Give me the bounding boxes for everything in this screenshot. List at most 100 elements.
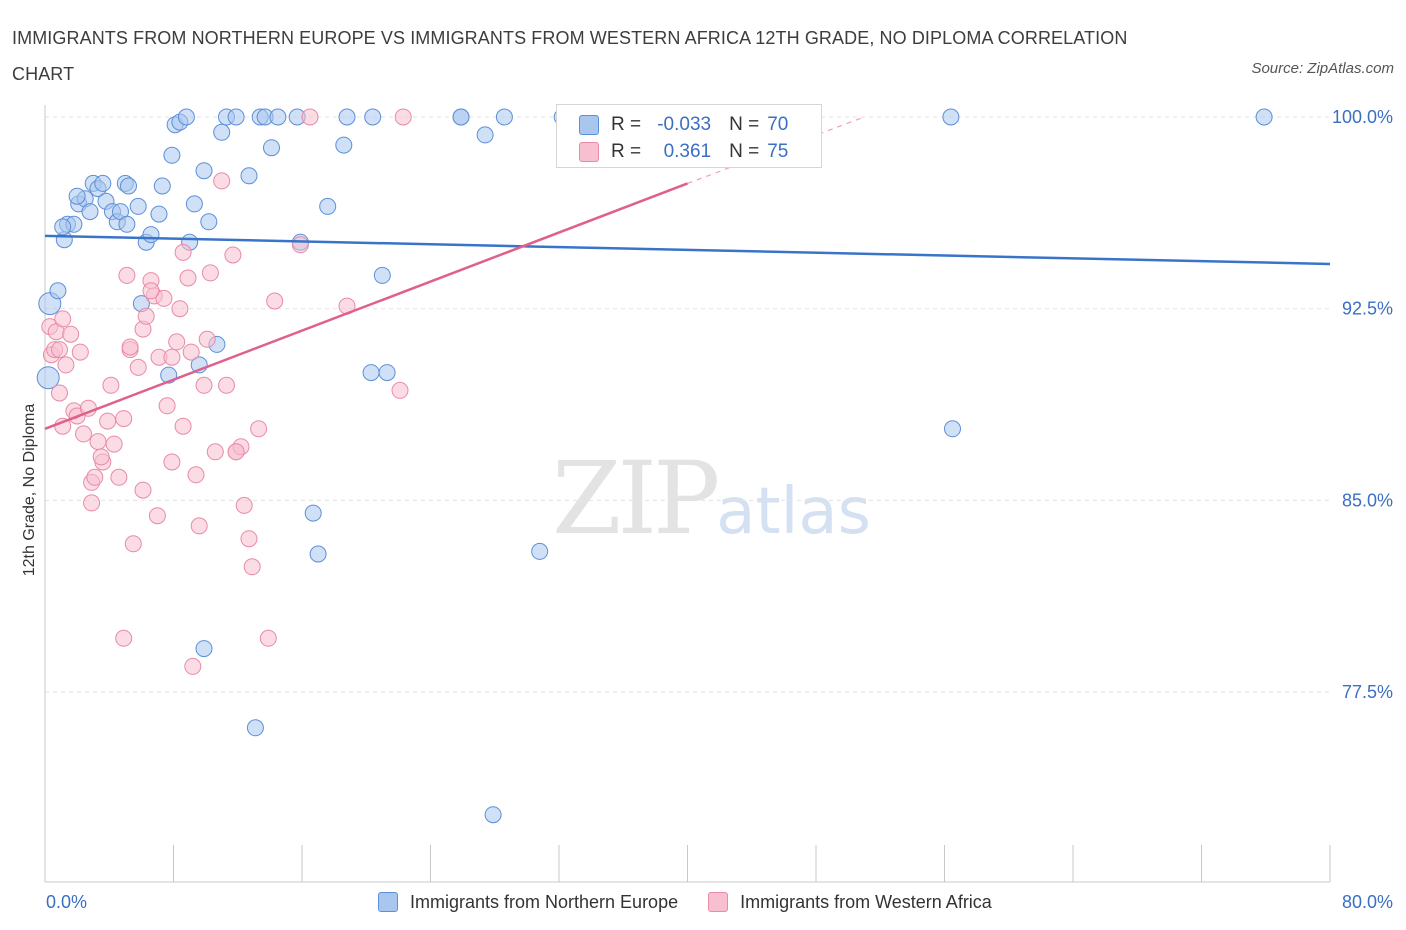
data-point-northern-europe[interactable]: [263, 139, 280, 157]
data-point-western-africa[interactable]: [92, 448, 110, 466]
data-point-western-africa[interactable]: [75, 425, 92, 443]
data-point-western-africa[interactable]: [134, 481, 152, 499]
data-point-western-africa[interactable]: [105, 435, 123, 453]
data-point-western-africa[interactable]: [190, 517, 208, 535]
data-point-western-africa[interactable]: [218, 376, 235, 394]
data-point-northern-europe[interactable]: [142, 226, 160, 244]
data-point-northern-europe[interactable]: [944, 420, 961, 438]
data-point-northern-europe[interactable]: [304, 504, 322, 522]
data-point-northern-europe[interactable]: [213, 123, 231, 141]
data-point-northern-europe[interactable]: [185, 195, 203, 213]
data-point-western-africa[interactable]: [148, 507, 166, 525]
data-point-western-africa[interactable]: [57, 356, 75, 374]
data-point-western-africa[interactable]: [174, 243, 192, 261]
data-point-northern-europe[interactable]: [373, 266, 391, 284]
data-point-western-africa[interactable]: [394, 108, 412, 126]
data-point-northern-europe[interactable]: [942, 108, 960, 126]
data-point-western-africa[interactable]: [291, 236, 309, 254]
data-point-northern-europe[interactable]: [54, 218, 72, 236]
data-point-western-africa[interactable]: [168, 333, 186, 351]
data-point-western-africa[interactable]: [195, 376, 213, 394]
data-point-northern-europe[interactable]: [319, 197, 337, 215]
data-point-western-africa[interactable]: [89, 433, 107, 451]
data-point-western-africa[interactable]: [198, 330, 216, 348]
data-point-northern-europe[interactable]: [36, 366, 60, 390]
data-point-northern-europe[interactable]: [246, 719, 264, 737]
data-point-western-africa[interactable]: [163, 453, 181, 471]
data-point-northern-europe[interactable]: [81, 203, 99, 221]
data-point-northern-europe[interactable]: [364, 108, 382, 126]
data-point-northern-europe[interactable]: [195, 640, 213, 658]
data-point-western-africa[interactable]: [155, 289, 173, 307]
data-point-northern-europe[interactable]: [338, 108, 356, 126]
data-point-western-africa[interactable]: [266, 292, 284, 310]
data-point-northern-europe[interactable]: [177, 108, 195, 126]
data-point-western-africa[interactable]: [158, 397, 176, 415]
data-point-western-africa[interactable]: [115, 410, 133, 428]
data-point-northern-europe[interactable]: [49, 282, 67, 300]
data-point-northern-europe[interactable]: [476, 126, 494, 144]
data-point-western-africa[interactable]: [184, 657, 202, 675]
data-point-western-africa[interactable]: [86, 468, 104, 486]
data-point-northern-europe[interactable]: [227, 108, 245, 126]
data-point-northern-europe[interactable]: [68, 187, 86, 205]
data-point-northern-europe[interactable]: [362, 364, 380, 382]
data-point-western-africa[interactable]: [201, 264, 219, 282]
data-point-western-africa[interactable]: [137, 307, 155, 325]
data-point-western-africa[interactable]: [129, 358, 147, 376]
data-point-northern-europe[interactable]: [129, 197, 147, 215]
data-point-western-africa[interactable]: [163, 348, 181, 366]
data-point-western-africa[interactable]: [124, 535, 142, 553]
data-point-western-africa[interactable]: [179, 269, 197, 287]
data-point-western-africa[interactable]: [301, 108, 319, 126]
data-point-western-africa[interactable]: [213, 172, 231, 190]
data-point-northern-europe[interactable]: [94, 174, 112, 192]
data-point-western-africa[interactable]: [51, 384, 68, 402]
data-point-northern-europe[interactable]: [118, 215, 136, 233]
data-point-western-africa[interactable]: [115, 629, 133, 647]
data-point-northern-europe[interactable]: [269, 108, 287, 126]
data-point-northern-europe[interactable]: [150, 205, 168, 223]
data-point-western-africa[interactable]: [227, 443, 245, 461]
data-point-western-africa[interactable]: [235, 496, 253, 514]
data-point-western-africa[interactable]: [62, 325, 80, 343]
data-point-northern-europe[interactable]: [495, 108, 513, 126]
data-point-western-africa[interactable]: [118, 266, 136, 284]
data-point-western-africa[interactable]: [71, 343, 89, 361]
data-point-western-africa[interactable]: [102, 376, 120, 394]
data-point-western-africa[interactable]: [174, 417, 192, 435]
data-point-northern-europe[interactable]: [120, 177, 137, 195]
data-point-northern-europe[interactable]: [240, 167, 258, 185]
data-point-western-africa[interactable]: [182, 343, 200, 361]
data-point-northern-europe[interactable]: [531, 542, 549, 560]
data-point-western-africa[interactable]: [259, 629, 277, 647]
legend-item-northern-europe[interactable]: Immigrants from Northern Europe: [378, 892, 678, 913]
data-point-western-africa[interactable]: [110, 468, 128, 486]
data-point-western-africa[interactable]: [243, 558, 261, 576]
data-point-northern-europe[interactable]: [153, 177, 171, 195]
data-point-western-africa[interactable]: [171, 300, 189, 318]
data-point-western-africa[interactable]: [206, 443, 224, 461]
data-point-western-africa[interactable]: [240, 530, 258, 548]
data-point-western-africa[interactable]: [224, 246, 242, 264]
data-point-western-africa[interactable]: [54, 310, 72, 328]
data-point-western-africa[interactable]: [83, 494, 101, 512]
data-point-northern-europe[interactable]: [378, 364, 396, 382]
data-point-western-africa[interactable]: [391, 381, 409, 399]
data-point-western-africa[interactable]: [142, 282, 160, 300]
data-point-northern-europe[interactable]: [335, 136, 353, 154]
data-point-northern-europe[interactable]: [195, 162, 213, 180]
data-point-northern-europe[interactable]: [309, 545, 327, 563]
data-point-northern-europe[interactable]: [452, 108, 470, 126]
data-point-northern-europe[interactable]: [484, 806, 502, 824]
data-point-western-africa[interactable]: [121, 338, 139, 356]
data-point-western-africa[interactable]: [51, 341, 68, 359]
data-point-northern-europe[interactable]: [200, 213, 218, 231]
legend-item-western-africa[interactable]: Immigrants from Western Africa: [708, 892, 992, 913]
data-point-northern-europe[interactable]: [1255, 108, 1273, 126]
data-point-western-africa[interactable]: [250, 420, 268, 438]
data-point-western-africa[interactable]: [99, 412, 117, 430]
data-point-western-africa[interactable]: [187, 466, 205, 484]
data-point-northern-europe[interactable]: [163, 146, 181, 164]
